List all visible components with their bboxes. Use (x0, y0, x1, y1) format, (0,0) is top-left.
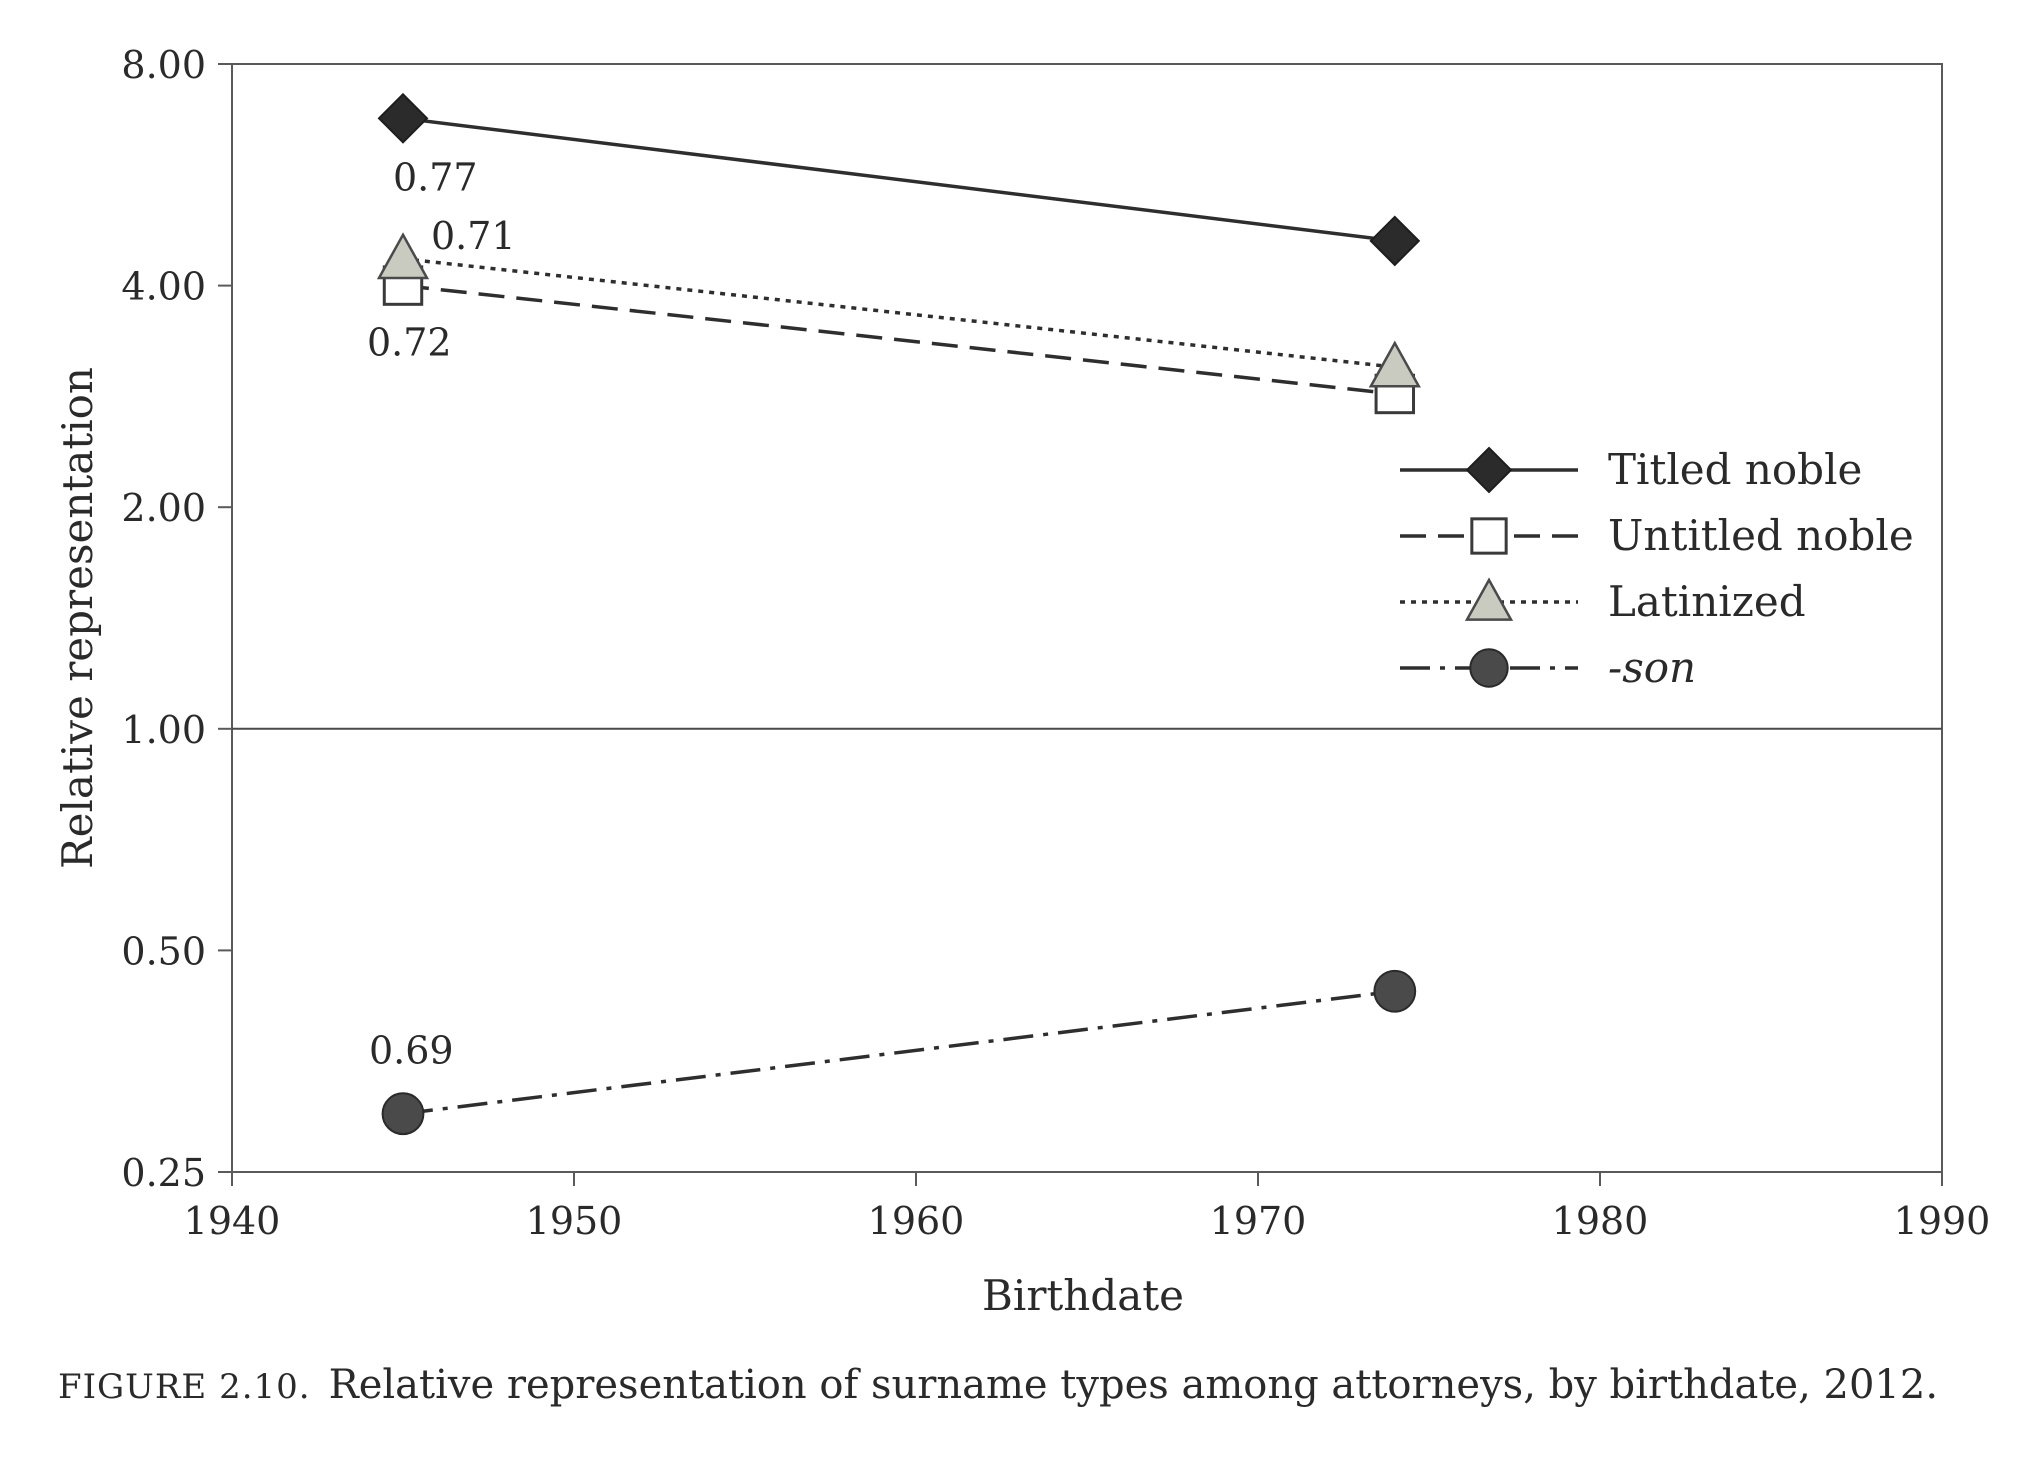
legend-label-untitled-noble: Untitled noble (1608, 511, 1914, 560)
legend-marker-untitled-noble (1470, 517, 1508, 555)
caption-label: FIGURE 2.10. (58, 1367, 311, 1407)
x-tick-label: 1950 (526, 1199, 623, 1243)
legend-label-latinized: Latinized (1608, 577, 1806, 626)
series-line-son (402, 989, 1396, 1116)
y-axis-label: Relative representation (53, 367, 102, 869)
data-point-son (1373, 969, 1417, 1013)
data-label-latinized: 0.71 (431, 214, 516, 258)
data-label-son: 0.69 (369, 1029, 454, 1073)
x-tick-label: 1960 (868, 1199, 965, 1243)
x-axis-label: Birthdate (982, 1271, 1184, 1320)
x-tick-label: 1980 (1552, 1199, 1649, 1243)
data-point-son (381, 1092, 425, 1136)
data-point-titled-noble (1369, 215, 1421, 267)
legend-marker-latinized (1464, 577, 1514, 621)
series-untitled-noble: 0.72 (367, 265, 1416, 415)
x-tick-label: 1940 (184, 1199, 281, 1243)
y-tick-label: 8.00 (121, 43, 206, 87)
series-latinized: 0.71 (376, 214, 1421, 388)
x-tick-label: 1990 (1894, 1199, 1991, 1243)
series-line-titled-noble (402, 116, 1396, 243)
y-tick-label: 0.50 (121, 929, 206, 973)
y-tick-label: 2.00 (121, 486, 206, 530)
y-axis: 0.25 0.50 1.00 2.00 4.00 8.00 (121, 43, 232, 1195)
data-point-latinized (376, 232, 430, 280)
series-line-latinized (402, 257, 1395, 369)
y-tick-label: 1.00 (121, 708, 206, 752)
series-titled-noble: 0.77 (377, 92, 1421, 267)
series-line-untitled-noble (402, 283, 1395, 396)
legend-label-son: -son (1608, 643, 1696, 692)
legend-item-titled-noble: Titled noble (1400, 445, 1862, 494)
legend-item-latinized: Latinized (1400, 577, 1806, 626)
figure-caption: FIGURE 2.10. Relative representation of s… (58, 1362, 1938, 1408)
legend-marker-son (1469, 648, 1509, 688)
data-point-latinized (1368, 340, 1421, 388)
legend: Titled noble Untitled noble Latinized -son (1400, 445, 1914, 692)
x-axis: 1940 1950 1960 1970 1980 1990 (184, 1172, 1991, 1243)
plot-frame (231, 63, 1943, 1173)
y-tick-label: 0.25 (121, 1151, 206, 1195)
series-son: 0.69 (369, 969, 1417, 1136)
y-tick-label: 4.00 (121, 265, 206, 309)
legend-marker-titled-noble (1465, 446, 1513, 494)
legend-item-untitled-noble: Untitled noble (1400, 511, 1914, 560)
data-label-titled-noble: 0.77 (393, 155, 478, 199)
x-tick-label: 1970 (1210, 1199, 1307, 1243)
data-point-titled-noble (377, 92, 429, 144)
legend-item-son: -son (1400, 643, 1696, 692)
legend-label-titled-noble: Titled noble (1608, 445, 1862, 494)
series-layer: 0.77 0.72 0.71 0.69 (367, 92, 1421, 1136)
caption-text: Relative representation of surname types… (328, 1362, 1939, 1408)
data-label-untitled-noble: 0.72 (367, 321, 452, 365)
